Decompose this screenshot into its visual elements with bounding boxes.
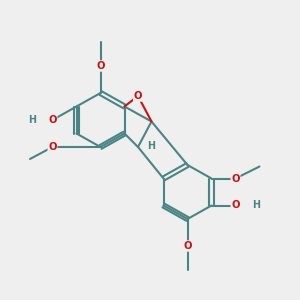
Text: O: O [48, 142, 57, 152]
Text: O: O [183, 241, 192, 251]
Text: O: O [231, 173, 240, 184]
Text: H: H [148, 140, 155, 151]
Text: O: O [96, 61, 105, 71]
Text: O: O [231, 200, 240, 211]
Text: H: H [252, 200, 260, 211]
Text: H: H [28, 115, 36, 125]
Text: O: O [48, 115, 57, 125]
Text: O: O [134, 91, 142, 101]
